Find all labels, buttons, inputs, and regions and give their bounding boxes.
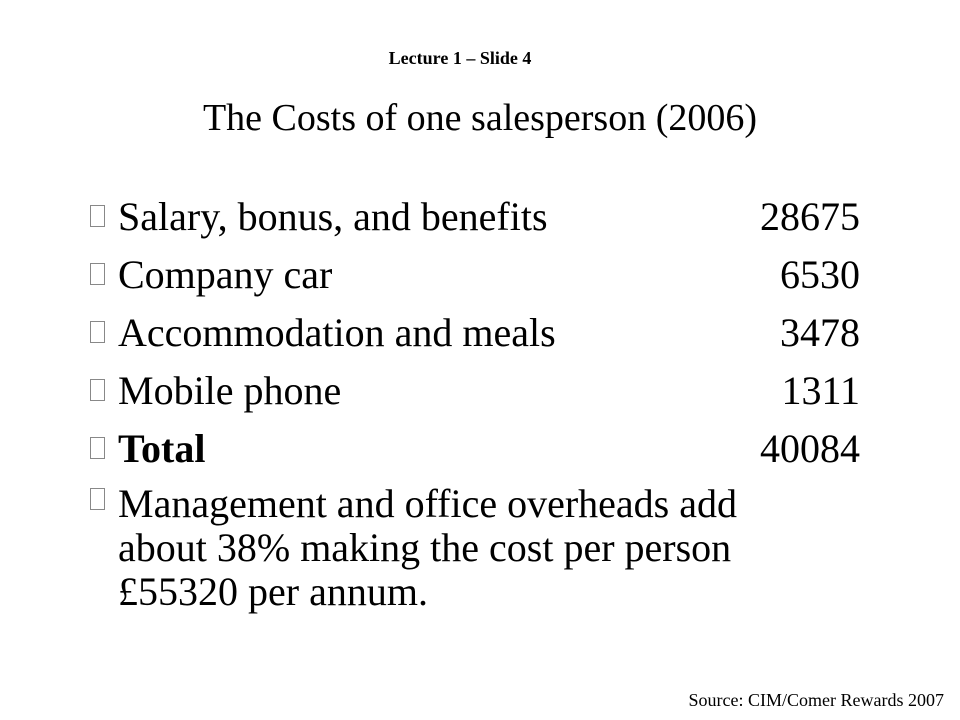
cost-item-label: Accommodation and meals [118,310,556,355]
bullet-box-icon [90,205,105,227]
bullet-box-icon [90,321,105,343]
cost-item-label: Salary, bonus, and benefits [118,194,548,239]
cost-total-label: Total [118,426,206,471]
cost-item-mobile-phone: Mobile phone 1311 [90,362,890,420]
lecture-label: Lecture 1 – Slide 4 [388,48,532,68]
cost-item-value: 3478 [780,310,860,355]
slide-title: The Costs of one salesperson (2006) [202,97,758,139]
overhead-note-item: Management and office overheads add abou… [90,478,890,628]
cost-item-company-car: Company car 6530 [90,246,890,304]
cost-total-value: 40084 [760,426,860,471]
cost-item-total: Total 40084 [90,420,890,478]
cost-list: Salary, bonus, and benefits 28675 Compan… [90,188,890,628]
cost-item-value: 1311 [781,368,860,413]
bullet-box-icon [90,263,105,285]
cost-item-value: 6530 [780,252,860,297]
cost-item-label: Mobile phone [118,368,342,413]
cost-item-value: 28675 [760,194,860,239]
cost-item-accommodation: Accommodation and meals 3478 [90,304,890,362]
bullet-box-icon [90,488,105,510]
bullet-box-icon [90,437,105,459]
overhead-note: Management and office overheads add abou… [118,481,738,614]
cost-item-label: Company car [118,252,333,297]
bullet-box-icon [90,379,105,401]
source-note: Source: CIM/Comer Rewards 2007 [688,690,944,710]
cost-item-salary: Salary, bonus, and benefits 28675 [90,188,890,246]
